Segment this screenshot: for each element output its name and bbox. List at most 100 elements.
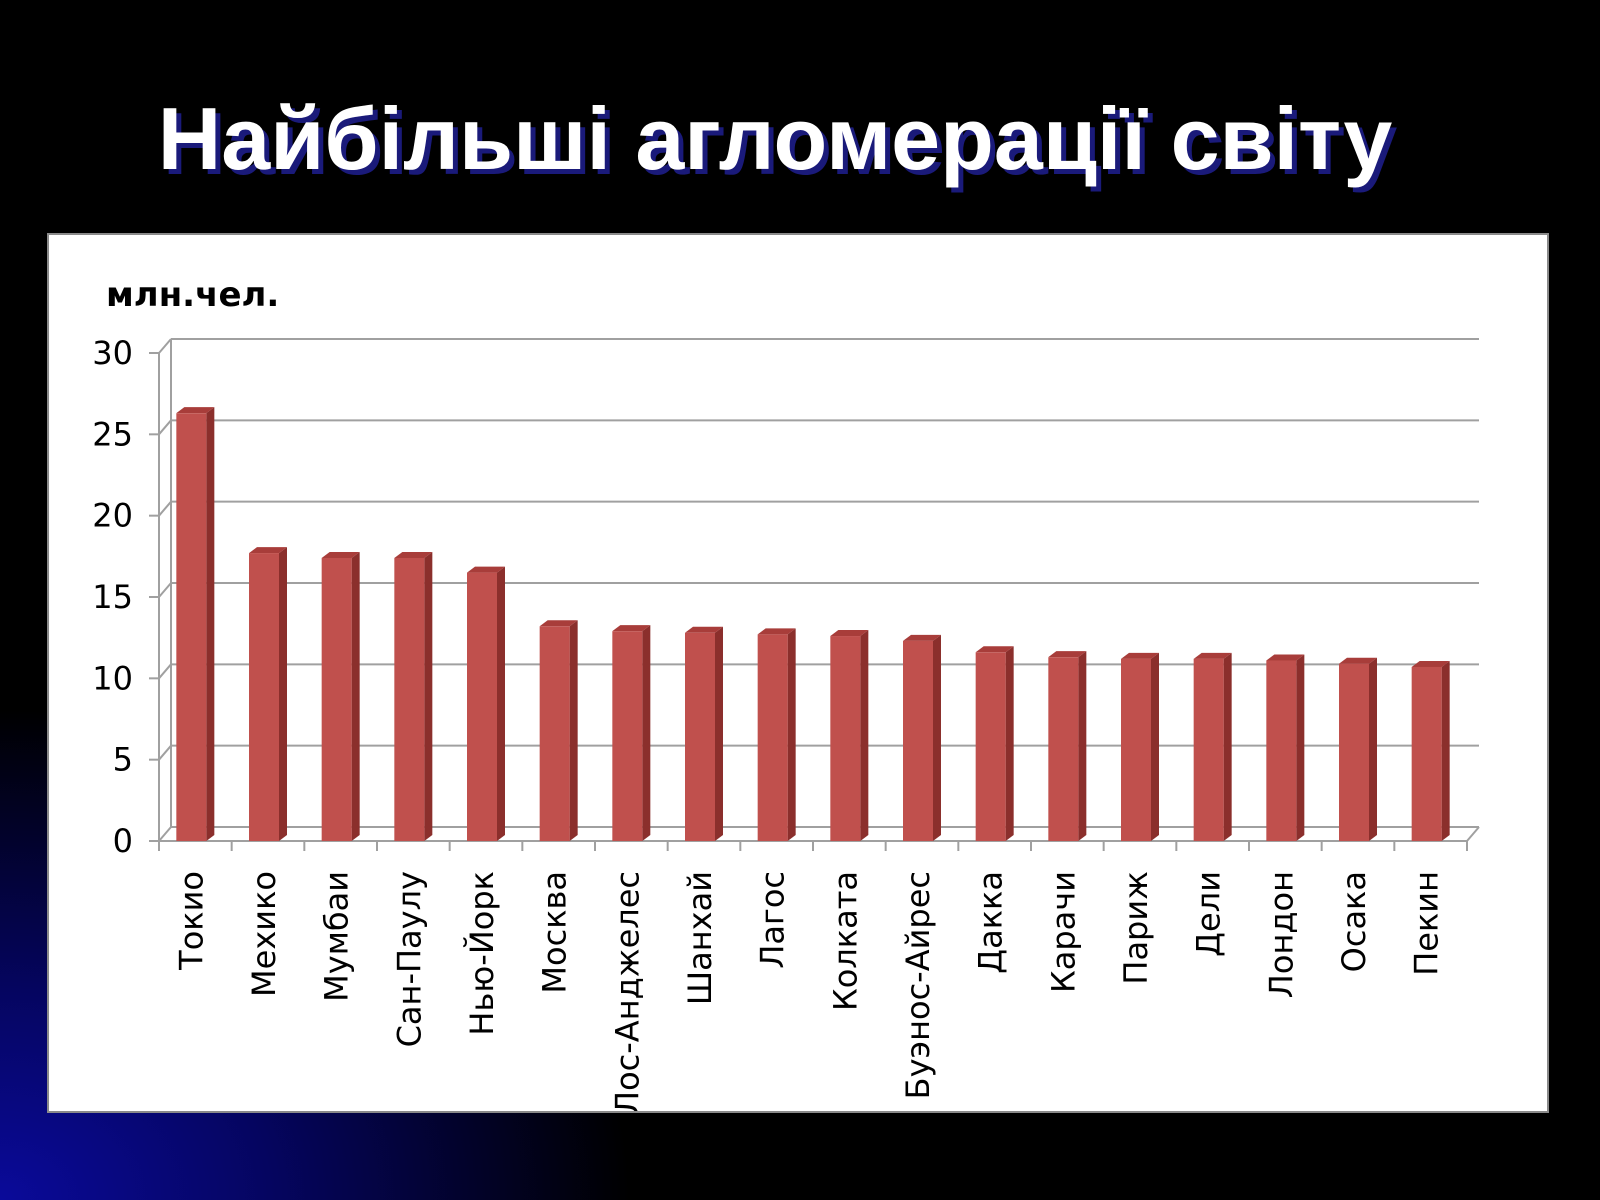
bar-front [757, 634, 788, 841]
bar [394, 551, 433, 841]
bar [1193, 652, 1232, 841]
bar [1266, 654, 1305, 841]
bar-front [903, 640, 933, 841]
bar-front [1411, 666, 1442, 841]
bar-top [975, 646, 1014, 653]
x-tick-label: Лондон [1262, 871, 1300, 998]
x-tick-label: Карачи [1044, 871, 1082, 993]
x-tick-label: Пекин [1408, 871, 1446, 976]
bar-top [1048, 651, 1087, 658]
bar-side [1151, 652, 1159, 841]
gridline-depth [158, 582, 172, 598]
bar-top [249, 547, 287, 554]
y-tick-label: 5 [113, 741, 133, 779]
bar-front [321, 557, 352, 841]
bar-side [860, 630, 869, 841]
bar [1048, 651, 1087, 841]
bar-front [975, 652, 1006, 841]
bar-front [539, 626, 570, 841]
y-tick-label: 10 [92, 659, 133, 697]
y-axis-unit-label: млн.чел. [106, 275, 280, 315]
bar [321, 551, 360, 841]
bar-top [1411, 660, 1450, 667]
bar-side [424, 551, 433, 841]
bar [249, 547, 287, 841]
bar-top [539, 620, 578, 627]
bar [467, 566, 505, 841]
gridline-depth [158, 338, 172, 354]
gridline-depth [158, 419, 172, 435]
bar [830, 630, 869, 841]
bar-front [249, 553, 279, 841]
bar-front [1048, 657, 1079, 841]
bar-top [1121, 652, 1159, 659]
bar-front [176, 413, 207, 841]
bar [539, 620, 578, 841]
bar-front [1266, 660, 1297, 841]
bar [1411, 660, 1450, 841]
bar-top [321, 551, 360, 558]
slide-title: Найбільші агломерації світу [157, 89, 1393, 188]
x-tick-label: Мумбаи [318, 871, 356, 1002]
bar [1339, 657, 1377, 841]
bar-side [279, 547, 287, 841]
bar-side [1441, 660, 1450, 841]
gridline-depth [158, 745, 172, 761]
bar-front [830, 636, 861, 841]
y-tick-label: 30 [92, 334, 133, 372]
gridline-depth [158, 826, 172, 842]
bar-side [1005, 646, 1014, 841]
x-tick-label: Буэнос-Айрес [899, 871, 937, 1099]
y-tick-label: 0 [113, 822, 133, 860]
x-tick-label: Дакка [972, 871, 1010, 974]
bar-top [612, 625, 651, 632]
floor-edge [1466, 826, 1480, 842]
bar-front [685, 632, 715, 841]
bar-chart: 0 5 10 15 20 25 30 Токио Мехико Мумбаи Сан-Паулу Нь… [92, 334, 1480, 1111]
gridline-depth [158, 663, 172, 679]
bar [612, 625, 651, 841]
bar-side [1223, 652, 1232, 841]
chart-panel: 0 5 10 15 20 25 30 Токио Мехико Мумбаи Сан-Паулу Нь… [47, 233, 1549, 1113]
bar-top [830, 630, 869, 637]
x-tick-label: Осака [1335, 871, 1373, 972]
gridline-depth [158, 501, 172, 517]
x-tick-label: Сан-Паулу [390, 871, 428, 1047]
bar-side [642, 625, 651, 841]
bar-side [351, 551, 360, 841]
bar-side [1296, 654, 1305, 841]
x-tick-label: Москва [536, 871, 574, 994]
x-tick-label: Дели [1190, 871, 1228, 957]
bar-front [612, 631, 643, 841]
bar [685, 626, 723, 841]
bar [903, 634, 941, 841]
bar-top [176, 407, 215, 414]
x-tick-label: Лос-Анджелес [608, 871, 646, 1111]
bar-top [1339, 657, 1377, 664]
y-tick-label: 20 [92, 497, 133, 535]
x-tick-label: Нью-Йорк [463, 871, 501, 1036]
bar-side [1078, 651, 1087, 841]
bar-top [394, 551, 433, 558]
bar-side [933, 634, 941, 841]
bar-top [1193, 652, 1232, 659]
x-tick-label: Мехико [245, 871, 283, 997]
bar-front [394, 557, 425, 841]
bar-side [715, 626, 723, 841]
bar-top [757, 628, 796, 635]
bar-side [1369, 657, 1377, 841]
x-tick-label: Лагос [754, 871, 792, 969]
bar-front [1339, 663, 1369, 841]
x-tick-label: Колката [826, 871, 864, 1011]
bar [1121, 652, 1159, 841]
y-tick-label: 15 [92, 578, 133, 616]
bar-top [1266, 654, 1305, 661]
bar-side [787, 628, 796, 841]
bar-top [903, 634, 941, 641]
y-tick-label: 25 [92, 415, 133, 453]
bar [757, 628, 796, 841]
bar-front [467, 572, 497, 841]
bar-side [206, 407, 215, 841]
x-tick-label: Париж [1117, 871, 1155, 985]
x-tick-label: Шанхай [681, 871, 719, 1005]
